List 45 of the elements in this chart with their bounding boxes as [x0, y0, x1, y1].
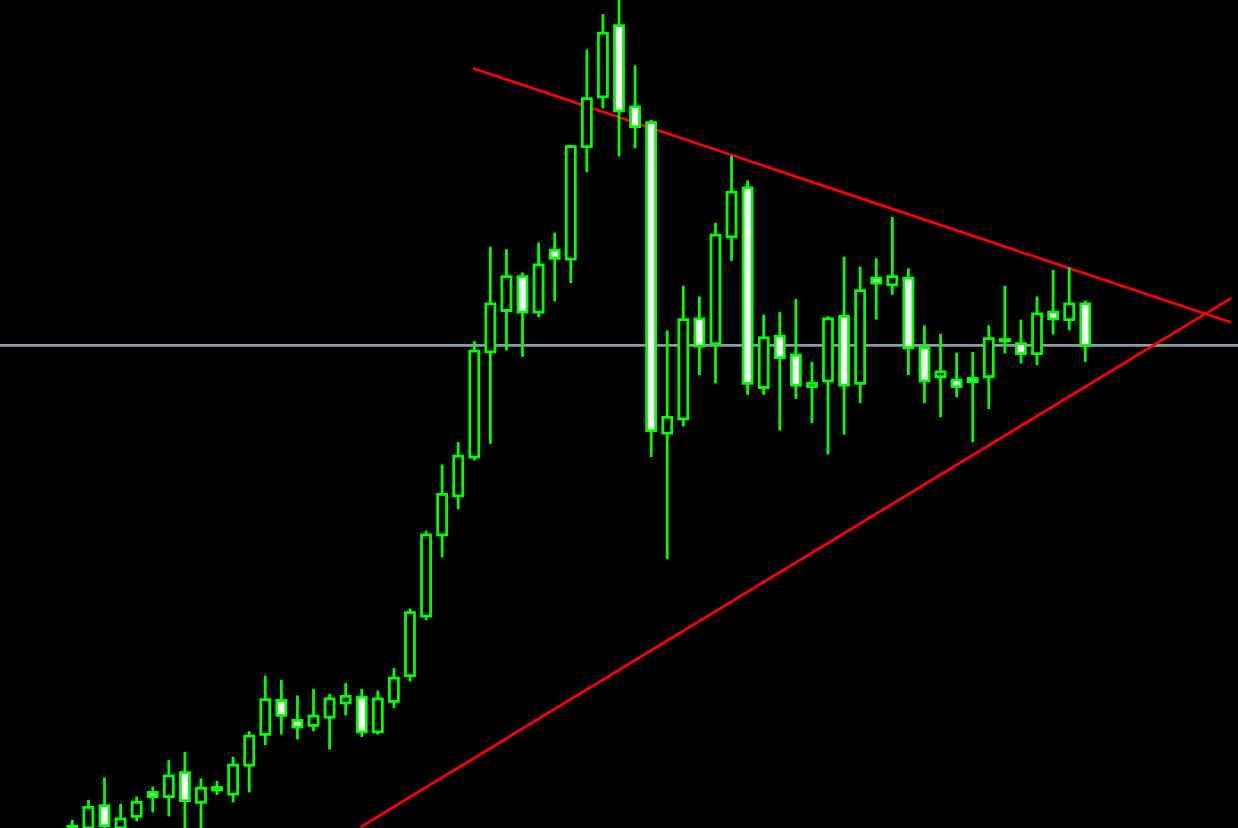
candlestick — [998, 284, 1011, 355]
candlestick — [339, 681, 352, 717]
candlestick — [725, 154, 738, 263]
candlestick — [773, 310, 786, 432]
candlestick — [532, 241, 545, 319]
candlestick — [98, 776, 111, 828]
candlestick — [966, 350, 979, 444]
candlestick — [661, 328, 674, 561]
candlestick — [195, 776, 207, 828]
candlestick — [243, 729, 256, 794]
candlestick — [291, 694, 304, 741]
candlestick — [259, 674, 272, 747]
candlestick — [1015, 318, 1027, 365]
candlestick — [452, 440, 465, 511]
candlestick — [114, 802, 127, 828]
candlestick — [918, 324, 931, 405]
candlestick — [516, 271, 529, 359]
candlestick — [436, 463, 449, 559]
candlestick — [275, 678, 288, 736]
candlestick — [388, 666, 400, 710]
candlestick — [82, 798, 95, 828]
candlestick — [870, 256, 883, 321]
candlestick — [693, 295, 706, 377]
candlestick — [146, 785, 159, 814]
candlestick — [500, 247, 513, 352]
candlestick — [629, 64, 641, 150]
candlestick — [1031, 295, 1043, 367]
candlestick — [307, 687, 320, 733]
candlestick — [371, 689, 384, 736]
candlestick — [886, 215, 899, 297]
candlestick — [1079, 299, 1092, 364]
candlestick — [227, 755, 240, 804]
candlestick — [789, 297, 802, 401]
candlestick — [179, 750, 191, 828]
candlestick — [355, 687, 368, 739]
candlestick — [162, 758, 175, 818]
candlestick — [982, 324, 995, 411]
candlestick — [1063, 266, 1076, 332]
candlestick — [950, 351, 963, 399]
candlestick — [806, 360, 818, 425]
candlestick — [548, 231, 561, 303]
candlestick — [934, 332, 947, 419]
candlestick — [323, 692, 336, 751]
candlestick — [1047, 268, 1059, 336]
candlestick — [130, 795, 143, 823]
